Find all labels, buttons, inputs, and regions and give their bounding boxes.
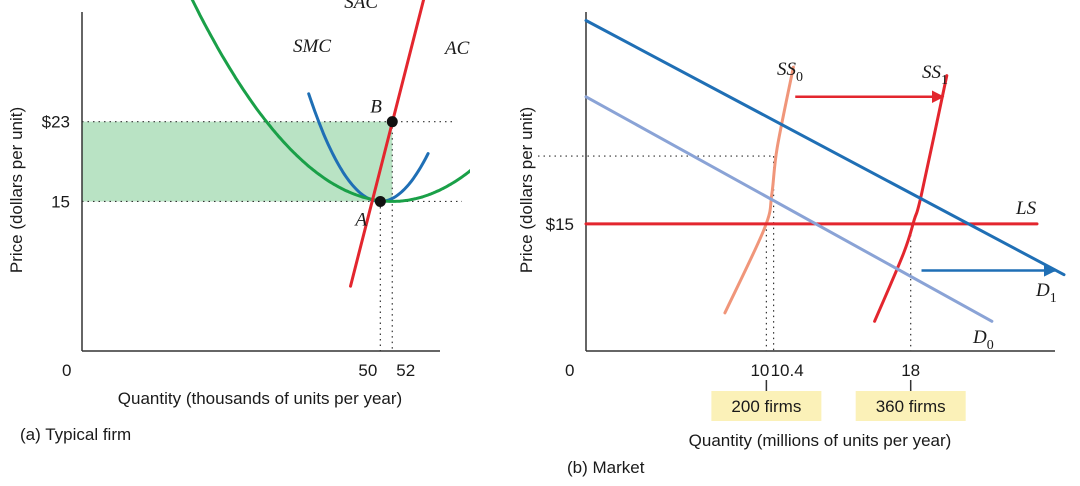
curve-label-d0: D0 bbox=[972, 327, 994, 353]
panel-a-x-axis-label: Quantity (thousands of units per year) bbox=[118, 389, 402, 408]
curve-ss1 bbox=[873, 74, 949, 323]
panel-b-tick-labels: $15 10 10.4 18 bbox=[546, 215, 921, 380]
curve-label-ss1: SS1 bbox=[922, 62, 948, 88]
panel-a-curve-labels: SAC AC SMC bbox=[293, 0, 470, 59]
firm-badge-200-firms: 200 firms bbox=[711, 380, 822, 421]
curve-label-ls: LS bbox=[1015, 198, 1037, 219]
point-a bbox=[374, 195, 386, 207]
x-tick-label-50: 50 bbox=[358, 361, 377, 380]
panel-b-guide-lines bbox=[538, 155, 912, 351]
curve-d1 bbox=[584, 19, 1066, 277]
panel-a-origin-label: 0 bbox=[62, 361, 71, 380]
panel-b-shift-arrows bbox=[795, 90, 1057, 277]
point-b bbox=[386, 116, 398, 128]
x-tick-label-10-4: 10.4 bbox=[771, 361, 804, 380]
panel-a-points: AB bbox=[353, 97, 398, 230]
panel-b-y-axis-label: Price (dollars per unit) bbox=[517, 107, 536, 273]
panel-a-tick-labels: $23 15 50 52 bbox=[42, 113, 416, 380]
x-tick-label-10: 10 bbox=[750, 361, 769, 380]
firm-badge-box bbox=[711, 391, 822, 421]
shaded-profit-region bbox=[82, 121, 393, 202]
panel-a-title: (a) Typical firm bbox=[20, 425, 131, 444]
curve-label-d1: D1 bbox=[1035, 280, 1057, 306]
panel-b-curve-labels: SS0 SS1 LS D0 D1 bbox=[777, 59, 1057, 353]
y-tick-label-23: $23 bbox=[42, 113, 70, 132]
curve-label-smc: SMC bbox=[293, 36, 331, 57]
point-label-a: A bbox=[353, 209, 367, 230]
panel-a-curves bbox=[190, 0, 470, 288]
panel-b-title: (b) Market bbox=[567, 458, 645, 477]
point-label-b: B bbox=[370, 97, 382, 118]
panel-b-market: $15 10 10.4 18 200 firms 360 firms SS0 SS1 LS D… bbox=[517, 12, 1066, 477]
firm-badge-label: 360 firms bbox=[876, 397, 946, 416]
curve-label-ss0: SS0 bbox=[777, 59, 803, 85]
y-tick-label-15: $15 bbox=[546, 215, 574, 234]
panel-b-curves bbox=[584, 19, 1066, 323]
panel-b-origin-label: 0 bbox=[565, 361, 574, 380]
curve-d0 bbox=[584, 95, 994, 323]
panel-a-guide-lines bbox=[82, 121, 462, 351]
panel-b-x-axis-label: Quantity (millions of units per year) bbox=[689, 431, 952, 450]
curve-ss0 bbox=[723, 65, 795, 315]
curve-ac bbox=[190, 0, 470, 203]
curve-label-ac: AC bbox=[443, 38, 470, 59]
panel-b-firm-badges: 200 firms 360 firms bbox=[711, 380, 966, 421]
x-tick-label-52: 52 bbox=[396, 361, 415, 380]
curve-label-sac: SAC bbox=[344, 0, 378, 13]
curve-smc bbox=[349, 0, 426, 288]
y-tick-label-15: 15 bbox=[51, 192, 70, 211]
firm-badge-box bbox=[855, 391, 966, 421]
x-tick-label-18: 18 bbox=[901, 361, 920, 380]
firm-badge-label: 200 firms bbox=[731, 397, 801, 416]
panel-a-y-axis-label: Price (dollars per unit) bbox=[7, 107, 26, 273]
firm-badge-360-firms: 360 firms bbox=[855, 380, 966, 421]
